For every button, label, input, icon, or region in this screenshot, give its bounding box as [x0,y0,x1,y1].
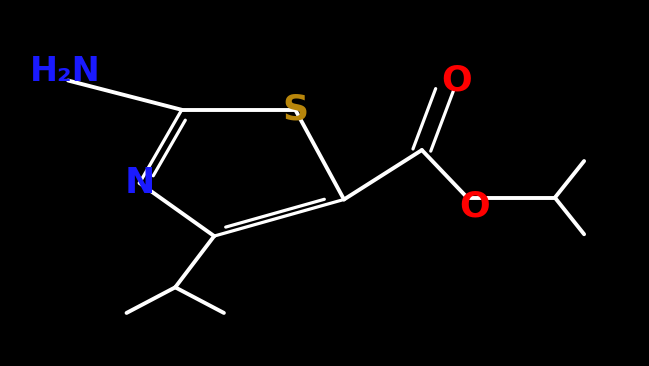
Text: N: N [125,166,154,200]
Text: S: S [282,93,308,127]
Text: O: O [459,190,491,224]
Text: H₂N: H₂N [29,55,101,88]
Text: O: O [441,64,472,97]
